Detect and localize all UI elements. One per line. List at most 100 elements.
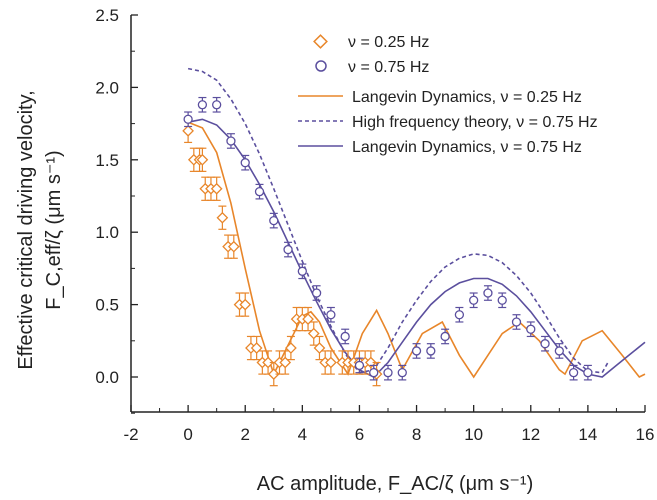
circle-marker <box>483 288 493 298</box>
diamond-marker <box>262 356 274 369</box>
data-point <box>526 321 536 338</box>
data-point <box>212 96 222 113</box>
data-point <box>239 292 252 317</box>
x-axis-title: AC amplitude, F_AC/ζ (μm s⁻¹) <box>257 473 534 495</box>
data-point <box>511 314 522 330</box>
data-point <box>313 335 326 361</box>
data-point <box>240 154 250 171</box>
data-point <box>568 364 579 381</box>
x-tick-label-5: 8 <box>412 425 421 444</box>
data-point <box>302 306 314 332</box>
circle-marker <box>469 295 479 305</box>
data-point <box>279 350 292 375</box>
legend-diamond-marker <box>313 34 328 49</box>
data-point <box>325 350 337 375</box>
circle-marker <box>440 331 450 342</box>
y-tick-label-4: 2.0 <box>95 78 119 97</box>
circle-marker <box>283 244 293 255</box>
circle-marker <box>583 368 593 378</box>
circle-marker <box>297 266 307 276</box>
circle-marker <box>340 331 350 342</box>
data-point <box>326 306 336 323</box>
circle-marker <box>554 346 564 356</box>
y-tick-label-5: 2.5 <box>95 6 119 25</box>
data-point <box>397 364 407 381</box>
data-point <box>254 183 265 200</box>
diamond-marker <box>182 124 194 137</box>
y-tick-label-2: 1.0 <box>95 223 119 242</box>
data-point <box>183 111 193 128</box>
circle-marker <box>369 368 379 378</box>
data-point <box>354 357 365 374</box>
circle-marker <box>568 368 579 378</box>
legend: ν = 0.25 Hz ν = 0.75 Hz Langevin Dynamic… <box>298 34 598 156</box>
data-point <box>210 176 223 201</box>
x-tick-label-2: 2 <box>240 425 249 444</box>
y-tick-label-3: 1.5 <box>95 151 119 170</box>
data-point <box>540 335 550 352</box>
legend-item-langevin-075: Langevin Dynamics, ν = 0.75 Hz <box>298 139 582 156</box>
data-point <box>311 285 322 301</box>
diamond-marker <box>285 342 297 354</box>
y-axis-title-line2: F_C,eff/ζ (μm s⁻¹) <box>43 150 65 309</box>
legend-item-circle: ν = 0.75 Hz <box>315 59 429 76</box>
legend-label-high-frequency: High frequency theory, ν = 0.75 Hz <box>352 114 598 131</box>
data-point <box>227 234 240 259</box>
y-tick-label-1: 0.5 <box>95 296 119 315</box>
circle-marker <box>212 100 222 110</box>
legend-label-langevin-075: Langevin Dynamics, ν = 0.75 Hz <box>352 139 582 156</box>
legend-item-high-frequency: High frequency theory, ν = 0.75 Hz <box>298 114 598 131</box>
x-tick-label-9: 16 <box>636 425 655 444</box>
data-point <box>269 212 279 229</box>
axis-ticks <box>130 14 646 414</box>
y-tick-label-0: 0.0 <box>95 368 119 387</box>
circle-marker <box>183 114 193 124</box>
diamond-marker <box>239 298 252 311</box>
diamond-marker <box>196 153 209 166</box>
circle-marker <box>311 288 322 298</box>
x-tick-label-1: 0 <box>183 425 192 444</box>
data-point <box>411 343 422 359</box>
data-point <box>226 133 236 149</box>
diamond-marker <box>267 368 280 380</box>
diamond-marker <box>210 182 223 195</box>
data-point <box>583 364 593 381</box>
data-point <box>307 321 320 346</box>
data-point <box>483 285 493 301</box>
x-tick-label-8: 14 <box>578 425 597 444</box>
diamond-marker <box>325 356 337 369</box>
circle-marker <box>526 324 536 334</box>
circle-marker <box>226 136 236 146</box>
data-point <box>383 364 393 381</box>
legend-label-langevin-025: Langevin Dynamics, ν = 0.25 Hz <box>352 89 582 106</box>
circle-marker <box>197 100 208 110</box>
circle-marker <box>354 360 365 371</box>
x-tick-label-0: -2 <box>123 425 138 444</box>
data-point <box>469 292 479 309</box>
data-point <box>197 96 208 113</box>
circle-marker <box>426 346 436 356</box>
data-point <box>216 205 229 230</box>
legend-item-diamond: ν = 0.25 Hz <box>313 34 429 51</box>
circle-marker <box>511 317 522 327</box>
circle-marker <box>383 368 393 378</box>
data-point <box>285 335 297 361</box>
legend-circle-marker <box>315 60 327 72</box>
data-point <box>250 335 263 361</box>
legend-label-circle: ν = 0.75 Hz <box>348 59 429 76</box>
circle-marker <box>240 158 250 168</box>
tick-labels: -2 0 2 4 6 8 10 12 14 16 0.0 0.5 1.0 1.5 2.0 2.5 <box>95 6 654 444</box>
series-line-4 <box>187 118 646 378</box>
lines-layer <box>187 67 646 379</box>
circle-marker <box>540 339 550 349</box>
data-point <box>454 306 465 323</box>
x-tick-label-6: 10 <box>464 425 483 444</box>
circle-marker <box>454 310 465 320</box>
diamond-marker <box>216 211 229 224</box>
diamond-marker <box>227 240 240 253</box>
legend-label-diamond: ν = 0.25 Hz <box>348 34 429 51</box>
data-point <box>340 328 350 345</box>
circle-marker <box>269 215 279 226</box>
x-tick-label-4: 6 <box>355 425 364 444</box>
